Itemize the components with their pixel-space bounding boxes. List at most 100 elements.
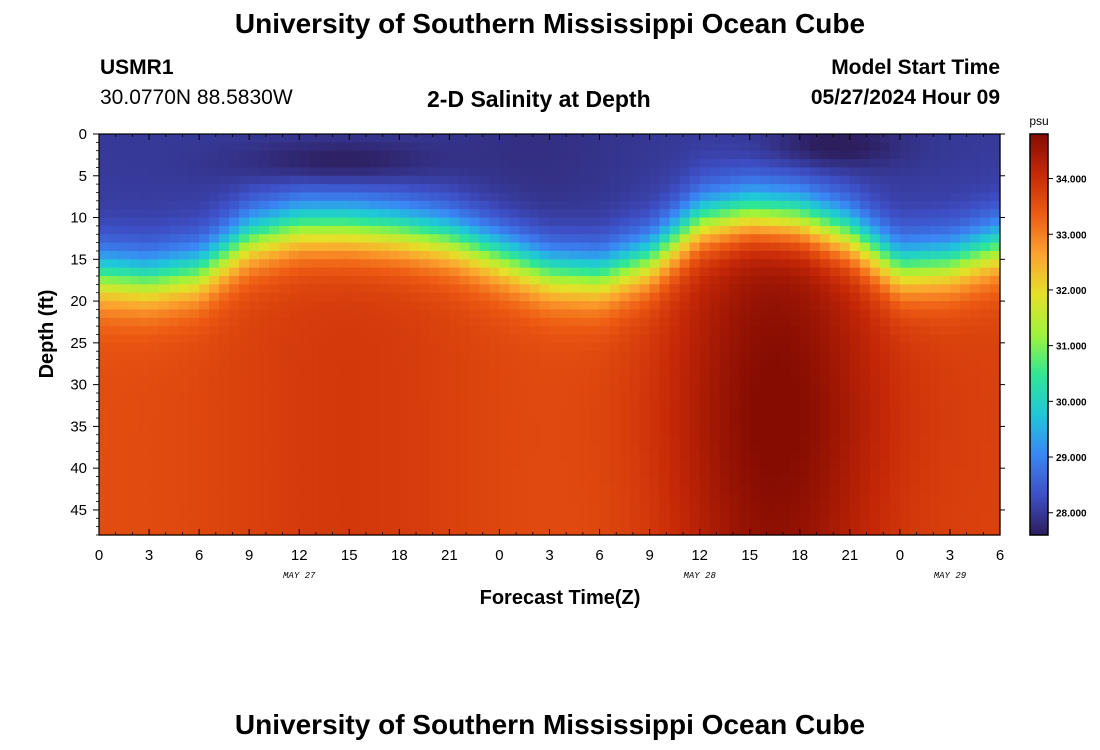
heatmap-cell — [459, 142, 471, 152]
heatmap-cell — [449, 476, 460, 486]
heatmap-cell — [229, 501, 240, 511]
heatmap-cell — [99, 459, 110, 469]
heatmap-cell — [659, 175, 671, 185]
heatmap-cell — [679, 134, 691, 143]
heatmap-cell — [139, 351, 150, 361]
y-tick-label: 45 — [70, 502, 87, 519]
heatmap-cell — [179, 217, 190, 227]
heatmap-cell — [439, 451, 450, 461]
heatmap-cell — [179, 292, 190, 302]
heatmap-cell — [879, 476, 891, 486]
heatmap-cell — [739, 200, 751, 210]
heatmap-cell — [239, 142, 250, 152]
heatmap-cell — [449, 426, 460, 436]
heatmap-cell — [919, 225, 931, 235]
heatmap-cell — [769, 342, 781, 352]
heatmap-cell — [339, 376, 350, 386]
heatmap-cell — [679, 434, 691, 444]
heatmap-cell — [339, 418, 350, 427]
heatmap-cell — [469, 526, 481, 536]
heatmap-cell — [169, 342, 180, 352]
heatmap-cell — [719, 392, 731, 402]
heatmap-cell — [789, 267, 801, 277]
heatmap-cell — [899, 225, 911, 235]
heatmap-cell — [649, 217, 661, 227]
heatmap-cell — [449, 459, 460, 469]
heatmap-cell — [839, 326, 851, 336]
heatmap-cell — [689, 200, 701, 210]
heatmap-cell — [739, 301, 751, 311]
heatmap-cell — [689, 526, 701, 536]
heatmap-cell — [899, 526, 911, 536]
heatmap-cell — [559, 476, 571, 486]
heatmap-cell — [599, 192, 611, 202]
heatmap-cell — [649, 175, 661, 185]
heatmap-cell — [709, 225, 721, 235]
heatmap-cell — [489, 376, 501, 386]
heatmap-cell — [479, 459, 491, 469]
heatmap-cell — [299, 134, 310, 143]
heatmap-cell — [379, 234, 390, 244]
heatmap-cell — [859, 493, 871, 503]
heatmap-cell — [339, 317, 350, 327]
heatmap-cell — [459, 234, 471, 244]
heatmap-cell — [279, 392, 290, 402]
heatmap-cell — [119, 334, 130, 344]
heatmap-cell — [529, 493, 541, 503]
heatmap-cell — [269, 434, 280, 444]
heatmap-cell — [429, 326, 440, 336]
heatmap-cell — [699, 142, 711, 152]
heatmap-cell — [529, 443, 541, 453]
heatmap-cell — [989, 451, 1001, 461]
heatmap-cell — [749, 384, 761, 394]
heatmap-cell — [159, 284, 170, 294]
heatmap-cell — [199, 317, 210, 327]
heatmap-cell — [99, 259, 110, 269]
heatmap-cell — [329, 376, 340, 386]
heatmap-cell — [129, 134, 140, 143]
heatmap-cell — [919, 242, 931, 252]
heatmap-cell — [919, 459, 931, 469]
heatmap-cell — [609, 459, 621, 469]
heatmap-cell — [309, 367, 320, 377]
heatmap-cell — [649, 134, 661, 143]
heatmap-cell — [669, 493, 681, 503]
heatmap-cell — [969, 451, 981, 461]
heatmap-cell — [859, 234, 871, 244]
heatmap-cell — [369, 284, 380, 294]
heatmap-cell — [779, 518, 791, 528]
heatmap-cell — [709, 518, 721, 528]
heatmap-cell — [309, 284, 320, 294]
heatmap-cell — [499, 443, 511, 453]
heatmap-cell — [789, 134, 801, 143]
heatmap-cell — [909, 443, 921, 453]
heatmap-cell — [249, 426, 260, 436]
heatmap-cell — [279, 184, 290, 194]
heatmap-cell — [219, 134, 230, 143]
heatmap-cell — [919, 518, 931, 528]
heatmap-cell — [559, 301, 571, 311]
heatmap-cell — [289, 134, 300, 143]
heatmap-cell — [589, 150, 601, 160]
heatmap-cell — [649, 267, 661, 277]
heatmap-cell — [489, 301, 501, 311]
heatmap-cell — [839, 459, 851, 469]
heatmap-cell — [809, 451, 821, 461]
heatmap-cell — [349, 175, 360, 185]
heatmap-cell — [839, 426, 851, 436]
heatmap-cell — [629, 367, 641, 377]
heatmap-cell — [209, 134, 220, 143]
heatmap-cell — [159, 326, 170, 336]
heatmap-cell — [299, 175, 310, 185]
heatmap-cell — [539, 376, 551, 386]
heatmap-cell — [569, 217, 581, 227]
heatmap-cell — [889, 159, 901, 169]
heatmap-cell — [199, 376, 210, 386]
heatmap-cell — [199, 401, 210, 411]
heatmap-cell — [919, 418, 931, 427]
heatmap-cell — [169, 384, 180, 394]
heatmap-cell — [489, 250, 501, 260]
heatmap-cell — [779, 284, 791, 294]
heatmap-cell — [879, 192, 891, 202]
heatmap-cell — [279, 501, 290, 511]
